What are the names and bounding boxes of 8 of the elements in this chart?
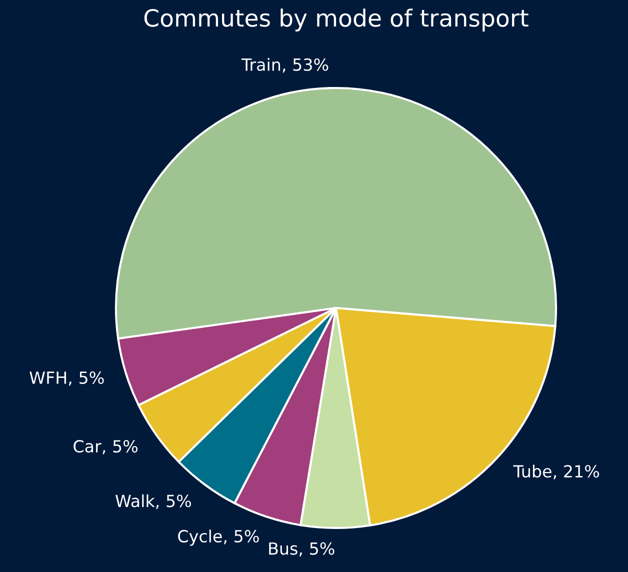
slice-label: Bus, 5% xyxy=(269,542,334,557)
slice-label: Tube, 21% xyxy=(513,464,600,480)
slice-label: Car, 5% xyxy=(74,440,138,454)
slice-label: WFH, 5% xyxy=(30,371,104,386)
slice-label: Cycle, 5% xyxy=(178,530,259,546)
slice-label: Walk, 5% xyxy=(116,494,191,509)
slice-label: Train, 53% xyxy=(241,58,328,73)
chart-title: Commutes by mode of transport xyxy=(144,8,528,32)
